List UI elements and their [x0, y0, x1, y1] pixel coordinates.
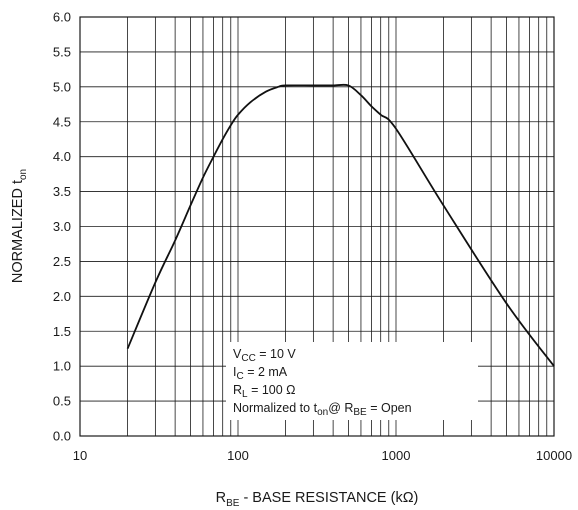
- y-tick-label: 5.5: [53, 44, 71, 59]
- y-tick-label: 0.5: [53, 394, 71, 409]
- y-tick-label: 3.0: [53, 219, 71, 234]
- plot-frame: [79, 16, 555, 437]
- annotation-line: VCC = 10 V: [233, 347, 296, 364]
- x-tick-label: 10000: [536, 448, 572, 463]
- tick-labels: 0.0 0.5 1.0 1.5 2.0 2.5 3.0 3.5 4.0 4.5 5.0 5.5 6.0 1…: [53, 10, 572, 464]
- annotation-line: RL = 100 Ω: [233, 383, 296, 400]
- y-tick-label: 1.0: [53, 359, 71, 374]
- series-line: [126, 83, 555, 367]
- annotation-line: IC = 2 mA: [233, 365, 288, 382]
- y-tick-label: 1.5: [53, 324, 71, 339]
- x-tick-label: 100: [227, 448, 249, 463]
- annotation-box: [226, 342, 478, 420]
- x-axis-title: RBE - BASE RESISTANCE (kΩ): [216, 490, 419, 509]
- y-tick-label: 0.0: [53, 429, 71, 444]
- y-tick-label: 2.0: [53, 289, 71, 304]
- y-tick-label: 4.0: [53, 149, 71, 164]
- y-tick-label: 4.5: [53, 114, 71, 129]
- y-tick-label: 2.5: [53, 254, 71, 269]
- y-tick-label: 3.5: [53, 184, 71, 199]
- y-tick-label: 5.0: [53, 79, 71, 94]
- annotation-line: Normalized to ton@ RBE = Open: [233, 401, 412, 418]
- x-tick-label: 10: [73, 448, 87, 463]
- y-axis-title: NORMALIZED ton: [10, 169, 29, 283]
- y-tick-label: 6.0: [53, 10, 71, 25]
- x-tick-label: 1000: [382, 448, 411, 463]
